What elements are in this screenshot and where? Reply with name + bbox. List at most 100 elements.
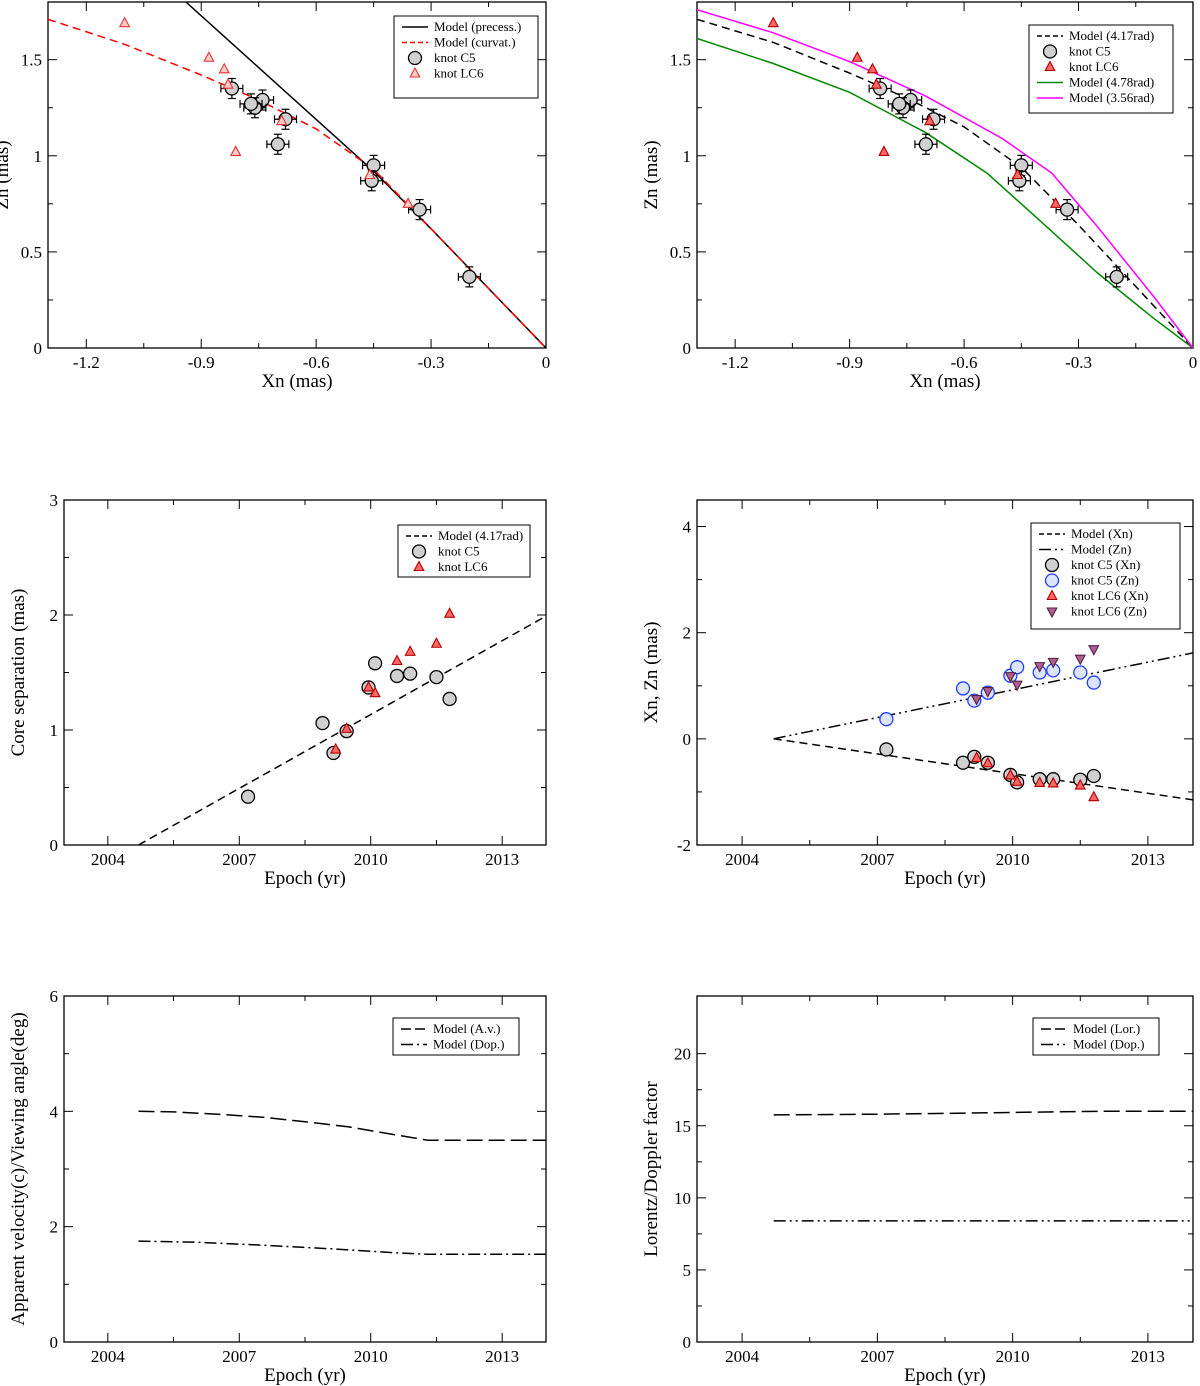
x-tick-label: -0.9 (836, 353, 863, 372)
data-point (367, 656, 383, 671)
data-point (369, 686, 381, 698)
y-tick-label: 1.5 (21, 51, 42, 70)
legend-swatch-marker (409, 66, 421, 78)
data-point (229, 145, 242, 156)
data-point (879, 712, 894, 727)
x-tick-label: 2004 (725, 850, 760, 869)
series-group (773, 645, 1193, 802)
data-point (430, 637, 443, 648)
data-point (243, 96, 259, 112)
data-point (1033, 662, 1046, 673)
legend-label: Model (3.56rad) (1069, 90, 1154, 105)
x-tick-label: 2013 (1131, 1347, 1165, 1366)
legend-box (392, 1017, 520, 1056)
legend-label: Model (4.78rad) (1069, 75, 1154, 90)
data-point (362, 680, 375, 692)
y-tick-label: 0 (683, 339, 692, 358)
y-tick-label: 4 (50, 1102, 59, 1121)
plot-frame (696, 1, 1194, 349)
legend-swatch-marker (407, 50, 423, 66)
data-point (970, 694, 983, 706)
x-tick-label: -1.2 (722, 353, 749, 372)
y-tick-label: -2 (677, 836, 691, 855)
data-point (442, 691, 457, 707)
legend-box (1032, 1017, 1160, 1056)
data-point (1047, 657, 1059, 669)
chart-p5: 2004 2007 2010 2013 0 2 4 6 Epoch (yr) Apparent v… (8, 987, 547, 1386)
series-group (697, 8, 1193, 348)
data-point (1004, 768, 1017, 780)
legend-label: Model (4.17rad) (1069, 28, 1154, 43)
data-point (1004, 672, 1017, 683)
x-axis-label: Xn (mas) (909, 371, 980, 392)
chart-p6: 2004 2007 2010 2013 0 5 10 15 20 Epoch (yr) Lorent… (641, 995, 1194, 1386)
legend-label: knot LC6 (434, 66, 484, 81)
data-point (955, 755, 971, 770)
y-tick-label: 0 (50, 836, 59, 855)
legend-swatch-marker (1042, 44, 1058, 59)
x-tick-label: -1.2 (73, 353, 100, 372)
data-point (340, 722, 353, 733)
data-point (767, 16, 780, 28)
legend: Model (A.v.)Model (Dop.) (392, 1017, 520, 1056)
data-point (203, 51, 215, 62)
series-group (773, 1110, 1193, 1222)
data-point (389, 668, 405, 684)
data-point (982, 687, 994, 698)
legend-swatch-marker (1046, 589, 1058, 601)
y-tick-label: 5 (683, 1261, 692, 1280)
data-point (970, 751, 983, 763)
series-line (773, 1110, 1193, 1116)
data-point (402, 197, 414, 208)
data-point (879, 742, 894, 757)
legend-swatch-marker (413, 560, 425, 572)
y-tick-label: 1 (50, 721, 59, 740)
legend-label: Model (Lor.) (1073, 1021, 1140, 1036)
data-point (1014, 158, 1029, 173)
legend-swatch-marker (411, 544, 427, 559)
data-point (1033, 776, 1046, 787)
series-line (138, 1240, 546, 1256)
series-line (697, 37, 1193, 348)
y-axis-label: Core separation (mas) (8, 589, 29, 757)
y-tick-label: 0 (683, 1333, 692, 1352)
y-tick-label: 2 (683, 624, 692, 643)
chart-p2: -1.2 -0.9 -0.6 -0.3 0 0 0.5 1 1.5 Xn (mas) Zn (mas… (641, 1, 1197, 392)
data-point (1074, 778, 1086, 790)
data-point (1011, 168, 1024, 180)
legend-label: Model (A.v.) (433, 1021, 500, 1036)
y-tick-label: 3 (50, 491, 59, 510)
legend: Model (precess.)Model (curvat.)knot C5kn… (393, 15, 539, 99)
y-tick-label: 10 (674, 1189, 691, 1208)
y-tick-label: 15 (674, 1117, 691, 1136)
legend-label: knot LC6 (1069, 59, 1119, 74)
data-point (1088, 790, 1100, 802)
series-line (697, 8, 1193, 348)
y-axis-label: Xn, Zn (mas) (641, 622, 662, 724)
x-axis-label: Epoch (yr) (904, 1365, 986, 1386)
y-tick-label: 1 (683, 147, 692, 166)
series-group (138, 607, 546, 845)
legend-label: Model (curvat.) (434, 35, 516, 50)
x-tick-label: 2004 (725, 1347, 760, 1366)
y-tick-label: 2 (50, 1218, 59, 1237)
y-tick-label: 0 (50, 1333, 59, 1352)
series-line (138, 1110, 546, 1141)
legend: Model (Xn)Model (Zn)knot C5 (Xn)knot C5 … (1030, 522, 1181, 630)
y-tick-label: 2 (50, 606, 59, 625)
x-tick-label: 2010 (354, 1347, 388, 1366)
legend-label: Model (Xn) (1071, 526, 1133, 541)
x-tick-label: -0.9 (188, 353, 215, 372)
legend-swatch-marker (1044, 557, 1060, 573)
legend-label: knot LC6 (Xn) (1071, 588, 1148, 603)
x-tick-label: 2007 (222, 1347, 257, 1366)
series-line (697, 18, 1193, 348)
y-tick-label: 1.5 (670, 51, 691, 70)
plot-frame (47, 1, 547, 349)
data-point (329, 742, 342, 754)
data-point (924, 114, 936, 126)
x-tick-label: -0.6 (303, 353, 330, 372)
x-tick-label: 2013 (485, 1347, 519, 1366)
y-axis-label: Apparent velocity(c)/Viewing angle(deg) (8, 1012, 29, 1325)
